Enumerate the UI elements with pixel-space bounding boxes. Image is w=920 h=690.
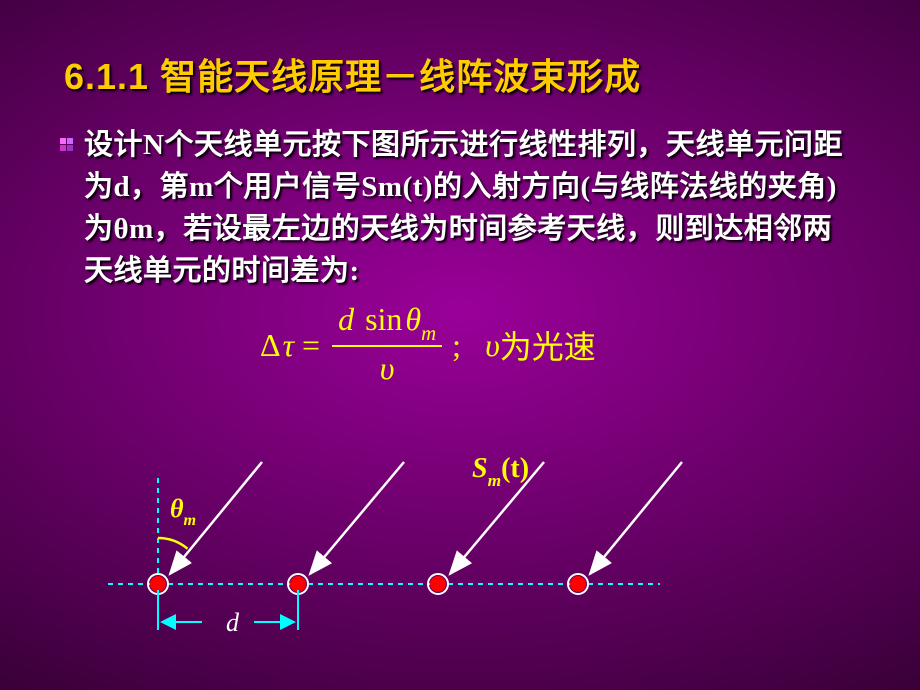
slide: 6.1.1 智能天线原理－线阵波束形成 设计N个天线单元按下图所示进行线性排列，… [0, 0, 920, 690]
antenna-diagram [0, 0, 920, 690]
